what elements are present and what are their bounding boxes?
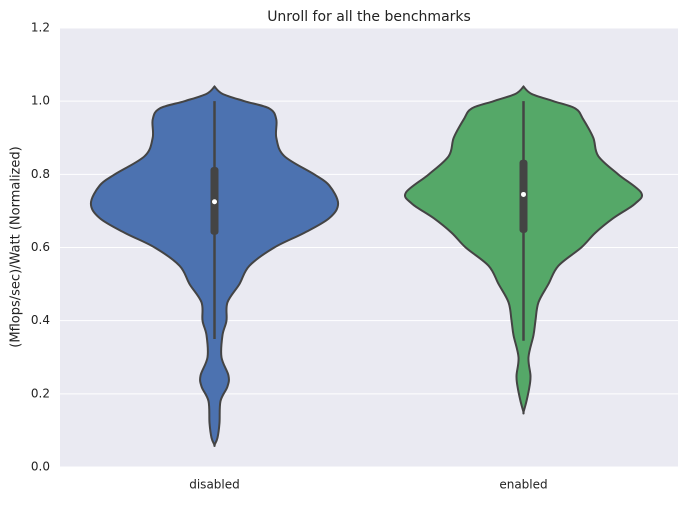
x-tick-label: disabled <box>189 478 240 492</box>
y-tick-label: 0.2 <box>31 386 50 400</box>
chart-title: Unroll for all the benchmarks <box>267 9 471 25</box>
y-axis-label: (Mflops/sec)/Watt (Normalized) <box>9 146 24 347</box>
y-tick-label: 0.0 <box>31 460 50 474</box>
median <box>212 199 217 205</box>
y-tick-label: 1.0 <box>31 94 50 108</box>
median <box>521 191 526 197</box>
y-tick-label: 1.2 <box>31 21 50 35</box>
x-tick-label: enabled <box>499 478 547 492</box>
y-tick-label: 0.6 <box>31 240 50 254</box>
y-tick-label: 0.8 <box>31 167 50 181</box>
y-tick-label: 0.4 <box>31 313 50 327</box>
